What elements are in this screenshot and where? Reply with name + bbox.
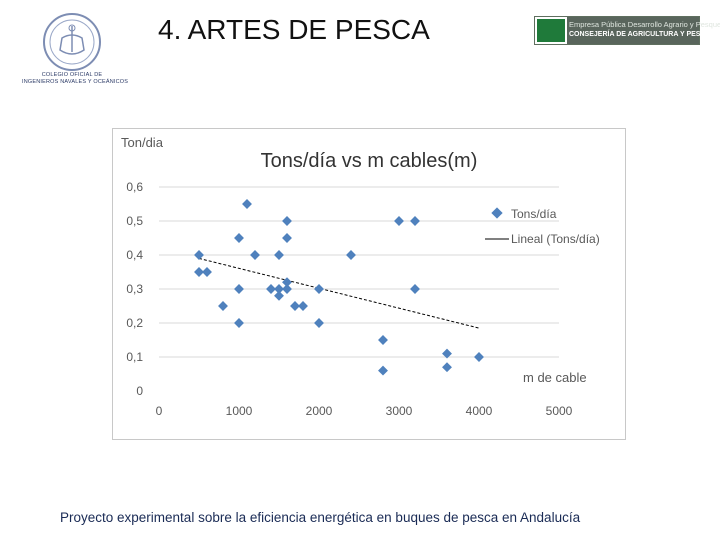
data-point [298, 301, 308, 311]
data-point [394, 216, 404, 226]
y-axis-label: Ton/dia [121, 135, 164, 150]
x-tick-labels: 0 1000 2000 3000 4000 5000 [156, 404, 573, 418]
data-point [194, 250, 204, 260]
y-tick-label: 0 [136, 384, 143, 398]
legend: Tons/día Lineal (Tons/día) [485, 207, 600, 246]
data-point [242, 199, 252, 209]
data-point [314, 318, 324, 328]
data-point [194, 267, 204, 277]
junta-logo-line-2: CONSEJERÍA DE AGRICULTURA Y PESCA [569, 31, 711, 38]
legend-trend-label: Lineal (Tons/día) [511, 232, 600, 246]
x-tick-label: 2000 [306, 404, 333, 418]
trendline [198, 257, 480, 329]
legend-series-label: Tons/día [511, 207, 557, 221]
junta-logo-line-1: Empresa Pública Desarrollo Agrario y Pes… [569, 20, 720, 29]
y-tick-label: 0,3 [126, 282, 143, 296]
data-point [274, 250, 284, 260]
x-tick-label: 4000 [466, 404, 493, 418]
scatter-chart: 0 0,1 0,2 0,3 0,4 0,5 0,6 0 1000 2000 3000 4000 500… [121, 135, 600, 418]
y-tick-label: 0,6 [126, 180, 143, 194]
college-caption-line-1: COLEGIO OFICIAL DE [41, 72, 103, 78]
x-tick-label: 0 [156, 404, 163, 418]
data-point [410, 216, 420, 226]
slide-title: 4. ARTES DE PESCA [158, 14, 430, 45]
data-point [282, 233, 292, 243]
footer-caption: Proyecto experimental sobre la eficienci… [60, 510, 581, 525]
gridlines [159, 186, 559, 358]
data-point [474, 352, 484, 362]
x-tick-label: 1000 [226, 404, 253, 418]
legend-marker-icon [491, 207, 503, 219]
data-point [314, 284, 324, 294]
data-point [234, 284, 244, 294]
college-seal-icon [43, 13, 101, 71]
college-caption-line-2: INGENIEROS NAVALES Y OCEÁNICOS [22, 79, 129, 85]
y-tick-label: 0,5 [126, 214, 143, 228]
y-tick-label: 0,4 [126, 248, 143, 262]
data-point [202, 267, 212, 277]
data-point [378, 365, 388, 376]
y-tick-label: 0,2 [126, 316, 143, 330]
data-point [442, 362, 452, 373]
chart-title: Tons/día vs m cables(m) [261, 150, 478, 172]
data-points [194, 199, 484, 376]
x-tick-label: 5000 [546, 404, 573, 418]
college-logo: COLEGIO OFICIAL DE INGENIEROS NAVALES Y … [22, 8, 129, 86]
data-point [250, 250, 260, 260]
data-point [346, 250, 356, 260]
data-point [282, 284, 292, 294]
junta-logo-band [567, 17, 699, 44]
junta-emblem-icon [537, 19, 565, 42]
data-point [234, 233, 244, 243]
data-point [282, 216, 292, 226]
data-point [410, 284, 420, 294]
data-point [282, 277, 292, 288]
data-point [218, 301, 228, 311]
data-point [274, 290, 284, 301]
junta-logo: Empresa Pública Desarrollo Agrario y Pes… [534, 16, 720, 45]
data-point [378, 335, 388, 345]
x-axis-label: m de cable [523, 370, 587, 385]
chart-frame: 0 0,1 0,2 0,3 0,4 0,5 0,6 0 1000 2000 3000 4000 500… [112, 128, 626, 440]
data-point [234, 318, 244, 328]
x-tick-label: 3000 [386, 404, 413, 418]
y-tick-label: 0,1 [126, 350, 143, 364]
y-tick-labels: 0 0,1 0,2 0,3 0,4 0,5 0,6 [126, 180, 143, 398]
